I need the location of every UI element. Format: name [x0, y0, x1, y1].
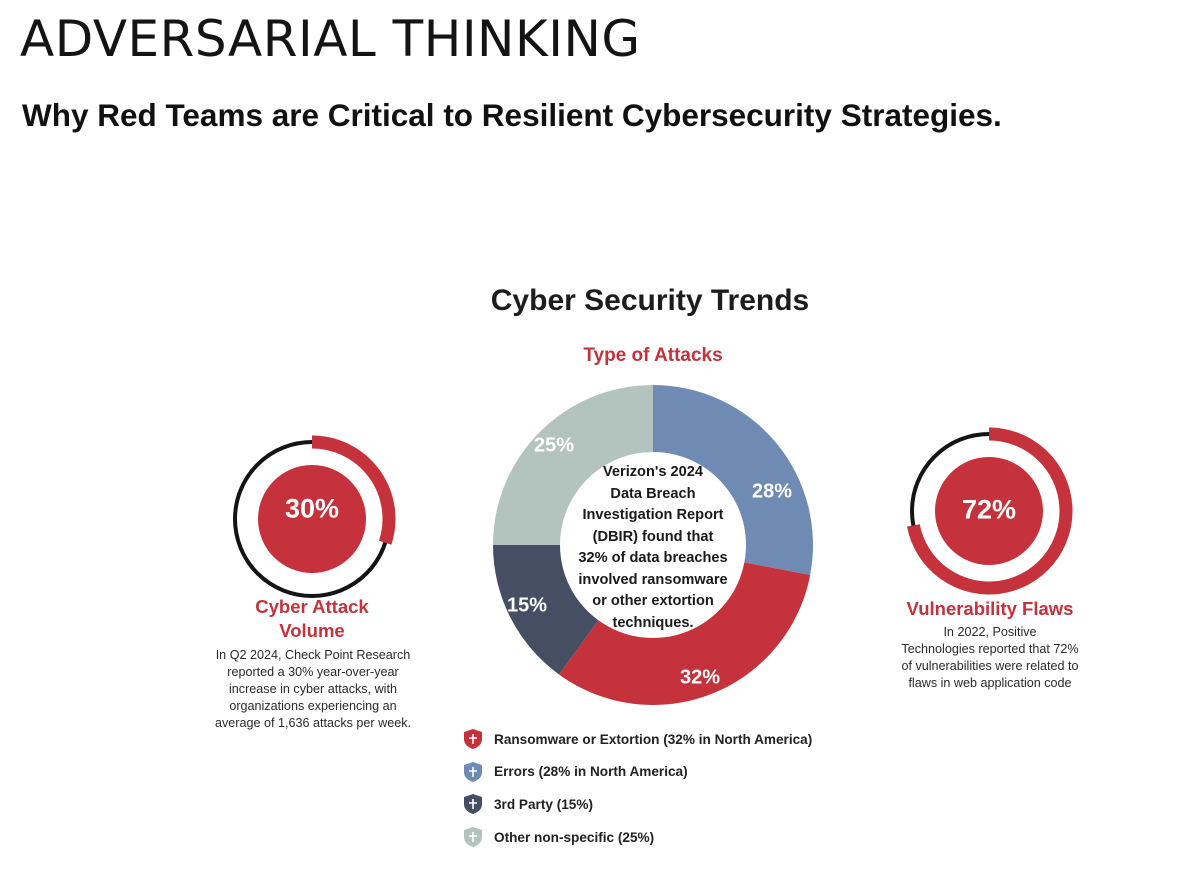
- shield-icon: [464, 827, 482, 848]
- stat-title-line: Cyber Attack: [255, 596, 369, 617]
- donut-center-line: involved ransomware: [578, 571, 728, 588]
- stat-text-line: reported a 30% year-over-year: [227, 665, 399, 679]
- legend-label: Other non-specific (25%): [494, 829, 655, 845]
- ring-progress-arc: [906, 427, 1073, 595]
- vulnerability-flaws-title: Vulnerability Flaws: [870, 597, 1110, 621]
- legend-label: 3rd Party (15%): [494, 796, 593, 812]
- stat-text-line: In 2022, Positive: [943, 625, 1037, 639]
- stat-text-line: Technologies reported that 72%: [901, 642, 1079, 656]
- donut-center-line: 32% of data breaches: [578, 550, 728, 566]
- donut-center-text: Verizon's 2024 Data Breach Investigation…: [558, 462, 748, 634]
- shield-icon: [464, 794, 482, 815]
- donut-slice-other-non-specific: [493, 385, 653, 545]
- stat-title-line: Volume: [279, 620, 345, 641]
- stat-text-line: of vulnerabilities were related to: [901, 659, 1079, 673]
- donut-center-line: Data Breach: [610, 485, 696, 502]
- page-heading: ADVERSARIAL THINKING: [20, 10, 641, 68]
- vulnerability-flaws-value: 72%: [961, 494, 1017, 525]
- ring-inner-disc: [258, 465, 366, 573]
- cyber-attack-volume-ring: [233, 435, 396, 598]
- legend-label: Ransomware or Extortion (32% in North Am…: [494, 731, 813, 747]
- legend-item-ransomware: Ransomware or Extortion (32% in North Am…: [462, 728, 812, 750]
- ring-inner-disc: [935, 457, 1043, 565]
- stat-text-line: In Q2 2024, Check Point Research: [215, 648, 411, 662]
- chart-legend: Ransomware or Extortion (32% in North Am…: [462, 728, 812, 859]
- vulnerability-flaws-ring: [906, 427, 1073, 595]
- legend-item-errors: Errors (28% in North America): [462, 761, 812, 783]
- stat-text-line: increase in cyber attacks, with: [229, 682, 397, 696]
- shield-icon: [464, 729, 482, 749]
- donut-slice-errors: [653, 385, 814, 575]
- page-subheading: Why Red Teams are Critical to Resilient …: [22, 97, 1002, 133]
- slice-label-errors: 28%: [751, 480, 793, 503]
- donut-center-line: Verizon's 2024: [602, 464, 703, 480]
- donut-center-line: or other extortion: [592, 593, 714, 609]
- cyber-attack-volume-description: In Q2 2024, Check Point Research reporte…: [190, 647, 436, 732]
- slice-label-other: 25%: [533, 434, 575, 457]
- stat-text-line: flaws in web application code: [908, 676, 1072, 690]
- legend-item-other: Other non-specific (25%): [462, 826, 812, 848]
- slice-label-ransomware: 32%: [679, 666, 721, 689]
- stat-text-line: average of 1,636 attacks per week.: [214, 716, 412, 730]
- donut-center-line: (DBIR) found that: [592, 528, 714, 545]
- ring-progress-arc: [311, 435, 396, 545]
- infographic-title: Cyber Security Trends: [490, 284, 810, 317]
- stat-text-line: organizations experiencing an: [229, 699, 397, 713]
- legend-label: Errors (28% in North America): [494, 764, 688, 780]
- shield-icon: [464, 761, 482, 782]
- stat-title-line: Vulnerability Flaws: [906, 598, 1074, 619]
- donut-center-line: techniques.: [612, 614, 694, 631]
- vulnerability-flaws-description: In 2022, Positive Technologies reported …: [870, 624, 1110, 692]
- cyber-attack-volume-value: 30%: [284, 493, 340, 524]
- cyber-attack-volume-title: Cyber Attack Volume: [202, 595, 422, 643]
- donut-slice-ransomware-or-extortion: [558, 562, 811, 706]
- donut-slice-3rd-party: [493, 545, 599, 675]
- legend-item-third-party: 3rd Party (15%): [462, 793, 812, 815]
- donut-chart-title: Type of Attacks: [583, 345, 723, 366]
- slice-label-third-party: 15%: [506, 594, 548, 617]
- donut-center-line: Investigation Report: [582, 507, 724, 523]
